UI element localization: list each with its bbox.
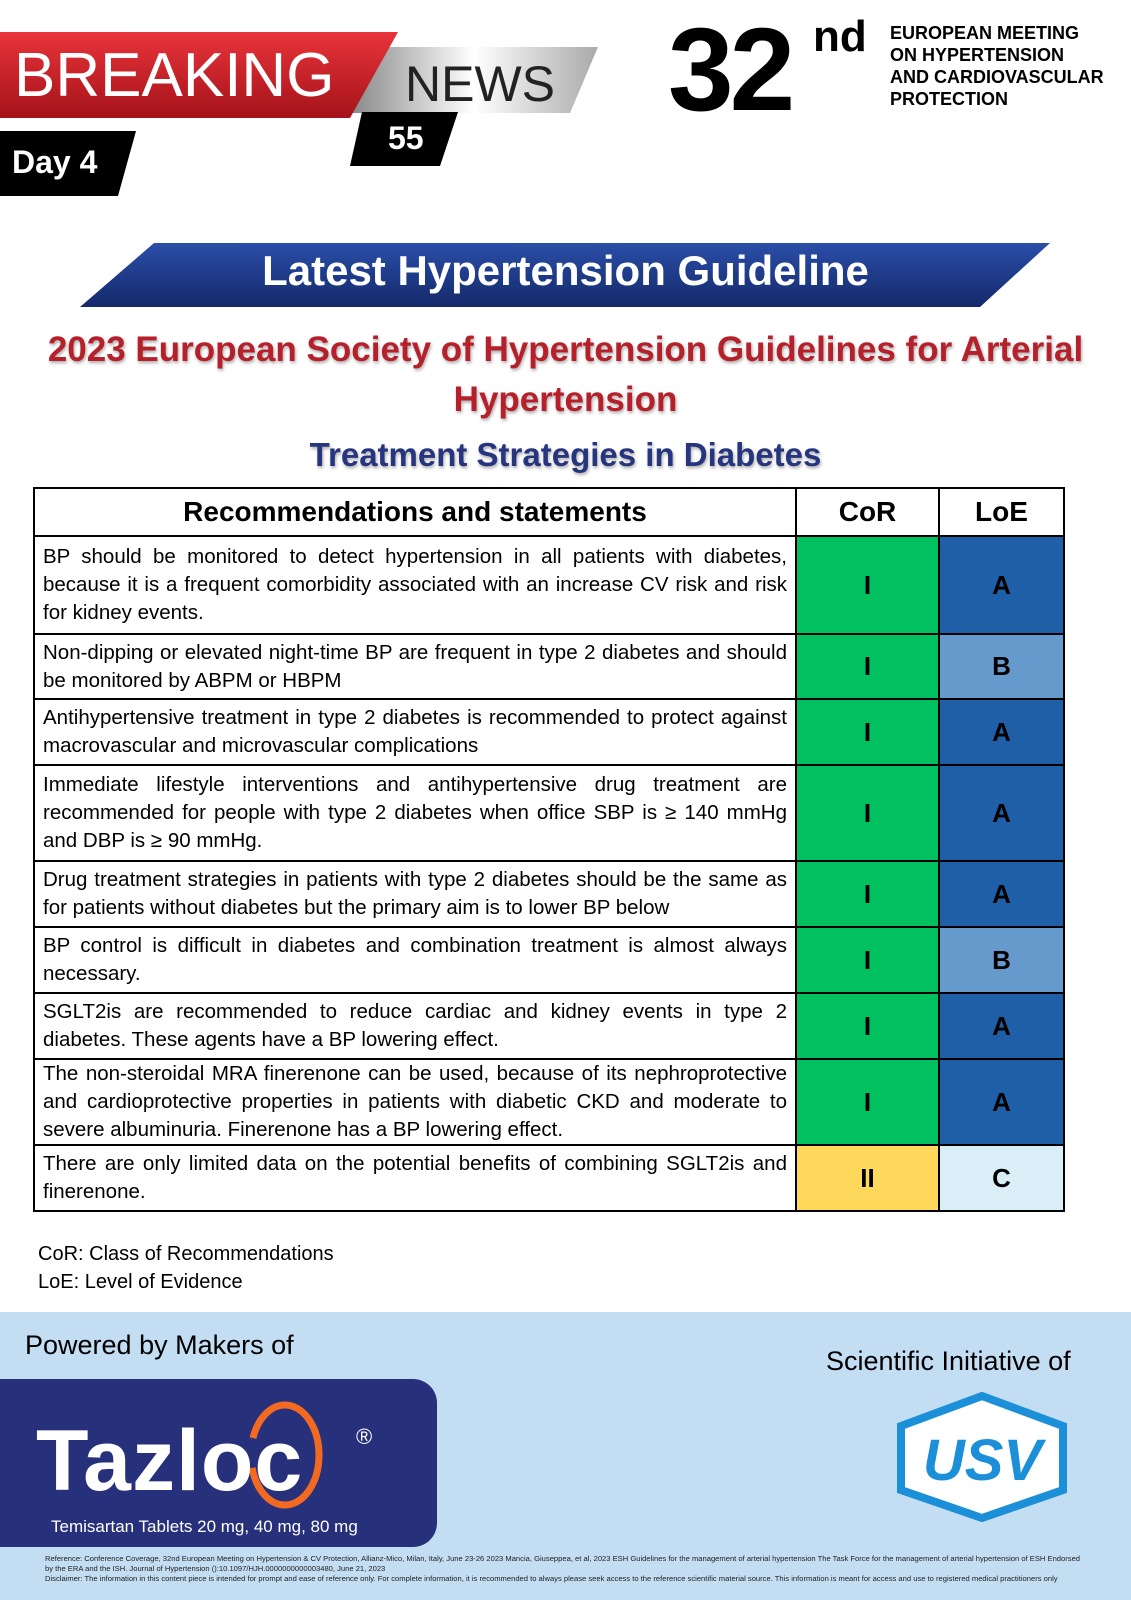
meeting-line: AND CARDIOVASCULAR xyxy=(890,67,1104,87)
cor: I xyxy=(795,633,940,700)
header-cell: Recommendations and statements xyxy=(33,487,797,537)
cor: I xyxy=(795,860,940,928)
legend-item: LoE: Level of Evidence xyxy=(38,1271,243,1293)
meeting-line: PROTECTION xyxy=(890,89,1009,109)
registered: ® xyxy=(356,1424,373,1449)
cor: I xyxy=(795,764,940,862)
statement: The non-steroidal MRA finerenone can be … xyxy=(33,1058,797,1146)
issue: 55 xyxy=(388,120,424,156)
cor: I xyxy=(795,535,940,635)
row: Antihypertensive treatment in type 2 dia… xyxy=(33,698,1065,766)
brand-swirl xyxy=(247,1401,323,1509)
edition-suffix: nd xyxy=(813,12,867,61)
row: BP control is difficult in diabetes and … xyxy=(33,926,1065,994)
subtitle: Treatment Strategies in Diabetes xyxy=(309,436,822,473)
powered: Powered by Makers of xyxy=(25,1330,294,1360)
loe: A xyxy=(938,992,1065,1060)
usv-logo xyxy=(897,1392,1067,1522)
initiative: Scientific Initiative of xyxy=(826,1346,1071,1376)
cor: I xyxy=(795,926,940,994)
statement: SGLT2is are recommended to reduce cardia… xyxy=(33,992,797,1060)
statement: Antihypertensive treatment in type 2 dia… xyxy=(33,698,797,766)
loe: A xyxy=(938,1058,1065,1146)
breaking: BREAKING xyxy=(14,41,335,110)
row: Non-dipping or elevated night-time BP ar… xyxy=(33,633,1065,700)
logo: USV xyxy=(922,1428,1043,1493)
disclaimer: Disclaimer: The information in this cont… xyxy=(45,1574,1058,1583)
news: NEWS xyxy=(405,56,555,112)
product: Temisartan Tablets 20 mg, 40 mg, 80 mg xyxy=(51,1517,358,1536)
statement: Drug treatment strategies in patients wi… xyxy=(33,860,797,928)
fine-print: Reference: Conference Coverage, 32nd Eur… xyxy=(45,1554,1085,1584)
banner-shape xyxy=(80,243,1050,307)
meeting: EUROPEAN MEETING ON HYPERTENSION AND CARDI… xyxy=(890,22,1104,110)
day: Day 4 xyxy=(12,144,98,180)
row: Drug treatment strategies in patients wi… xyxy=(33,860,1065,928)
loe: A xyxy=(938,535,1065,635)
brand: Tazloc xyxy=(36,1413,304,1509)
cor: I xyxy=(795,992,940,1060)
cor: I xyxy=(795,1058,940,1146)
meeting-line: EUROPEAN MEETING xyxy=(890,23,1080,43)
statement: There are only limited data on the poten… xyxy=(33,1144,797,1212)
cor: I xyxy=(795,698,940,766)
table: Recommendations and statements CoR LoE BP … xyxy=(33,487,1065,1212)
row: BP should be monitored to detect hyperte… xyxy=(33,535,1065,635)
reference: Reference: Conference Coverage, 32nd Eur… xyxy=(45,1554,1081,1573)
statement: BP control is difficult in diabetes and … xyxy=(33,926,797,994)
row: The non-steroidal MRA finerenone can be … xyxy=(33,1058,1065,1146)
loe: A xyxy=(938,698,1065,766)
brand-box xyxy=(0,1379,437,1547)
loe: C xyxy=(938,1144,1065,1212)
title: 2023 European Society of Hypertension Gu… xyxy=(47,330,1084,419)
legend: CoR: Class of Recommendations LoE: Level… xyxy=(38,1240,334,1296)
loe: A xyxy=(938,764,1065,862)
meeting-line: ON HYPERTENSION xyxy=(890,45,1065,65)
header-cell: CoR xyxy=(795,487,940,537)
header-cell: LoE xyxy=(938,487,1065,537)
row: SGLT2is are recommended to reduce cardia… xyxy=(33,992,1065,1060)
loe: B xyxy=(938,633,1065,700)
cor: II xyxy=(795,1144,940,1212)
header-graphics xyxy=(0,32,598,196)
row: Immediate lifestyle interventions and an… xyxy=(33,764,1065,862)
legend-item: CoR: Class of Recommendations xyxy=(38,1243,334,1265)
edition: 32 xyxy=(668,4,795,136)
statement: Immediate lifestyle interventions and an… xyxy=(33,764,797,862)
banner: Latest Hypertension Guideline xyxy=(262,247,869,294)
loe: A xyxy=(938,860,1065,928)
statement: BP should be monitored to detect hyperte… xyxy=(33,535,797,635)
loe: B xyxy=(938,926,1065,994)
statement: Non-dipping or elevated night-time BP ar… xyxy=(33,633,797,700)
row: There are only limited data on the poten… xyxy=(33,1144,1065,1212)
